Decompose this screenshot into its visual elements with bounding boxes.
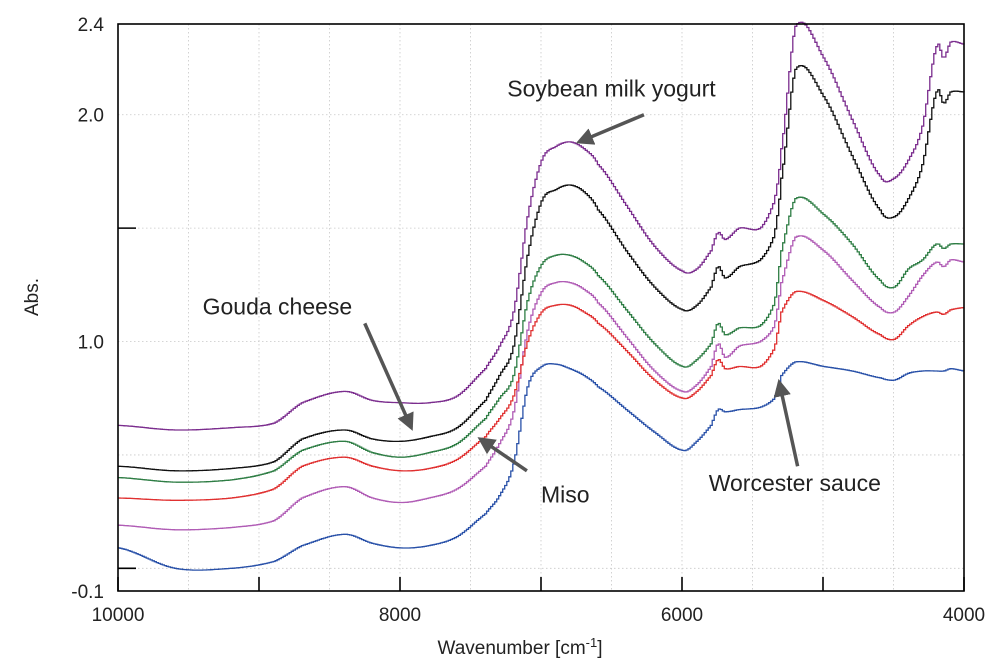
y-axis-label: Abs. [22, 278, 43, 316]
y-tick-label: -0.1 [71, 582, 104, 603]
annotation-arrow [363, 322, 414, 431]
y-tick-label: 2.4 [78, 15, 105, 36]
series-line-1 [118, 21, 965, 431]
x-tick-label: 6000 [661, 605, 703, 626]
x-tick-label: 4000 [943, 605, 985, 626]
annotation-label: Miso [541, 482, 590, 508]
annotation-label: Worcester sauce [709, 470, 881, 496]
annotation-arrow [773, 378, 800, 467]
series-line-6 [118, 360, 965, 571]
series-lines [118, 21, 965, 571]
annotation-arrow [575, 113, 645, 145]
grid [118, 24, 964, 591]
y-tick-label: 2.0 [78, 106, 104, 127]
series-line-5 [118, 290, 965, 501]
annotations: Soybean milk yogurt Gouda cheese Miso Worce… [203, 76, 881, 508]
axis-ticks: 10000 8000 6000 4000 -0.1 1.0 2.0 2.4 [71, 15, 985, 626]
series-line-2 [118, 64, 965, 472]
series-line-4 [118, 235, 965, 531]
annotation-label: Soybean milk yogurt [507, 76, 716, 102]
x-tick-label: 8000 [379, 605, 421, 626]
x-axis-label: Wavenumber [cm-1] [437, 635, 602, 660]
y-tick-label: 1.0 [78, 333, 104, 354]
series-line-3 [118, 196, 964, 483]
annotation-label: Gouda cheese [203, 293, 353, 319]
x-tick-label: 10000 [92, 605, 145, 626]
annotation-arrow [477, 437, 528, 473]
